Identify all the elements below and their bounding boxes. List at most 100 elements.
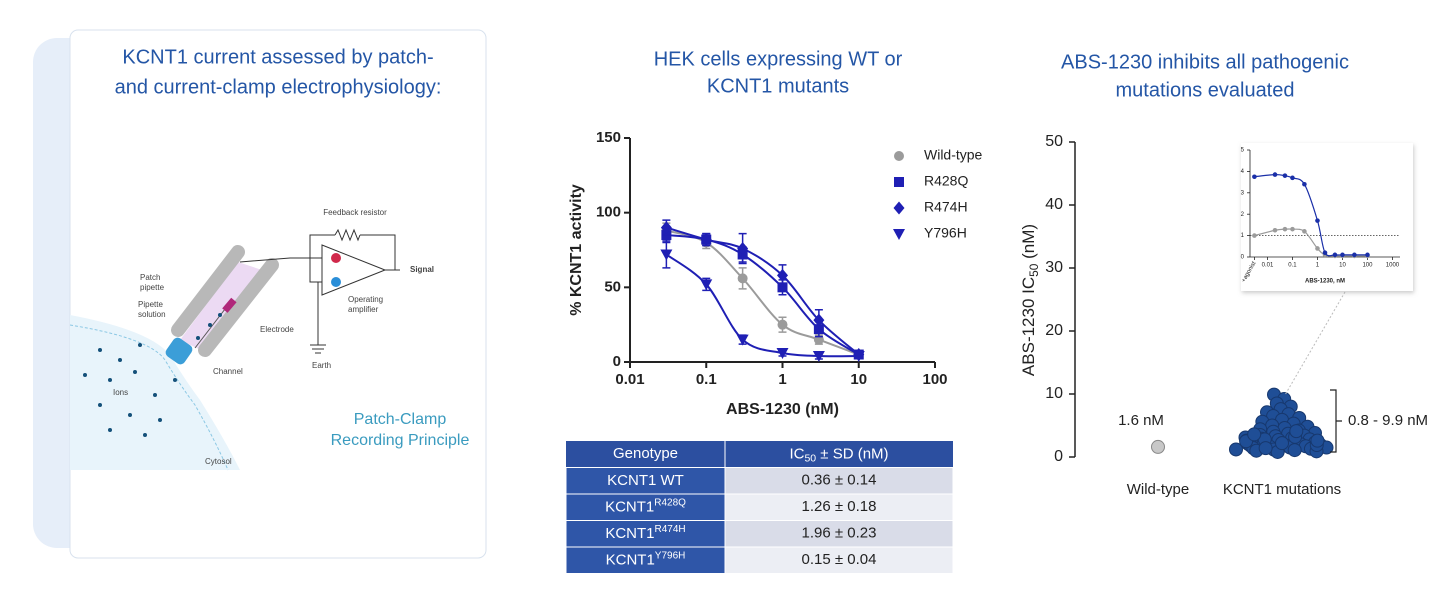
genotype-name: KCNT1 xyxy=(605,525,654,542)
point xyxy=(1290,226,1295,232)
legend-label: Wild-type xyxy=(924,147,983,163)
x-tick-label: 10 xyxy=(1339,262,1346,268)
label: Pipette xyxy=(138,300,163,309)
table-cell xyxy=(724,520,954,548)
genotype: KCNT1R474H xyxy=(605,523,685,541)
y-tick-label: 2 xyxy=(1241,212,1245,218)
leader xyxy=(1284,291,1346,396)
superscript: R428Q xyxy=(654,497,686,508)
ic50-value: 0.15 ± 0.04 xyxy=(802,551,877,568)
resistor xyxy=(334,228,361,242)
panel-title: KCNT1 current assessed by patch- xyxy=(122,46,433,68)
caption: Patch-Clamp xyxy=(354,411,447,428)
y-tick-label: 0 xyxy=(1241,255,1245,261)
point xyxy=(1229,442,1243,457)
genotype-name: KCNT1 xyxy=(606,551,655,568)
table-cell xyxy=(565,493,726,521)
series-line xyxy=(666,234,860,356)
point xyxy=(1302,229,1307,234)
label: Cytosol xyxy=(205,457,232,466)
caption: Recording Principle xyxy=(331,432,470,449)
point xyxy=(1287,443,1302,458)
point xyxy=(737,242,749,256)
y-tick-label: 0 xyxy=(1054,448,1063,465)
point xyxy=(776,348,789,360)
point xyxy=(737,273,748,284)
point xyxy=(1252,233,1257,238)
point xyxy=(1252,174,1257,180)
label: solution xyxy=(138,310,166,319)
point xyxy=(1302,181,1307,187)
point xyxy=(777,319,788,330)
label: Earth xyxy=(312,361,331,370)
annotation: 0.8 - 9.9 nM xyxy=(1348,412,1428,429)
point xyxy=(1290,175,1295,181)
point xyxy=(852,351,865,363)
point xyxy=(1272,227,1278,233)
point xyxy=(660,221,672,235)
genotype-name: KCNT1 xyxy=(605,498,654,515)
legend-label: Y796H xyxy=(924,225,967,241)
y-axis-label: ABS-1230 IC50 (nM) xyxy=(1019,224,1041,376)
label: Operating xyxy=(348,295,383,304)
y-tick-label: 4 xyxy=(1241,169,1245,175)
point xyxy=(700,279,713,291)
minus-input xyxy=(331,253,341,263)
y-tick-label: 30 xyxy=(1045,259,1063,276)
label: Ions xyxy=(113,388,128,397)
y-tick-label: 5 xyxy=(1241,148,1245,154)
superscript: Y796H xyxy=(655,550,686,561)
table-cell xyxy=(724,467,954,495)
point xyxy=(777,268,788,282)
y-tick-label: 50 xyxy=(604,278,621,295)
genotype-name: KCNT1 WT xyxy=(607,472,684,489)
label: Patch xyxy=(140,273,160,282)
x-tick-label: 100 xyxy=(922,371,947,388)
pipette-wall xyxy=(171,245,245,337)
legend-marker xyxy=(893,201,905,215)
inset-frame xyxy=(1241,143,1413,291)
legend-marker xyxy=(894,151,904,161)
label: Feedback resistor xyxy=(323,208,387,217)
ic50-value: 0.36 ± 0.14 xyxy=(802,472,877,489)
point xyxy=(1365,252,1370,258)
text-part: IC xyxy=(789,445,804,462)
legend-marker xyxy=(893,229,905,240)
point xyxy=(1322,250,1328,256)
point xyxy=(1352,252,1357,258)
ic50-value: 1.26 ± 0.18 xyxy=(802,498,877,515)
x-tick-label: 0.1 xyxy=(1288,262,1297,268)
point xyxy=(1272,172,1278,177)
genotype: KCNT1Y796H xyxy=(606,550,686,568)
y-tick-label: 20 xyxy=(1045,322,1063,339)
x-tick-label: 1000 xyxy=(1386,262,1400,268)
x-tick-label: 1 xyxy=(1316,262,1320,268)
genotype: KCNT1R428Q xyxy=(605,497,686,515)
ions xyxy=(83,313,222,437)
plus-input xyxy=(331,277,341,287)
y-tick-label: 40 xyxy=(1045,196,1063,213)
y-tick-label: 0 xyxy=(613,353,621,370)
point xyxy=(1282,173,1288,178)
circuit xyxy=(239,234,400,354)
label: Electrode xyxy=(260,325,294,334)
label: pipette xyxy=(140,283,165,292)
genotype: KCNT1 WT xyxy=(607,472,684,489)
table-header-cell: IC50 ± SD (nM) xyxy=(789,445,888,464)
point xyxy=(1315,246,1320,251)
series-line xyxy=(666,226,860,356)
point xyxy=(1258,441,1273,456)
x-axis-label: ABS-1230 (nM) xyxy=(726,401,839,418)
x-axis-label: ABS-1230, nM xyxy=(1305,279,1345,285)
panel-title: and current-clamp electrophysiology: xyxy=(115,76,442,98)
x-tick-label: 10 xyxy=(850,371,867,388)
point xyxy=(1310,433,1325,448)
y-axis-label: % KCNT1 activity xyxy=(568,184,585,316)
text-part: (nM) xyxy=(1019,224,1038,264)
x-tick-label: 100 xyxy=(1362,262,1373,268)
table-cell xyxy=(724,546,954,574)
x-tick-label: 1 xyxy=(778,371,786,388)
point xyxy=(1289,424,1304,439)
